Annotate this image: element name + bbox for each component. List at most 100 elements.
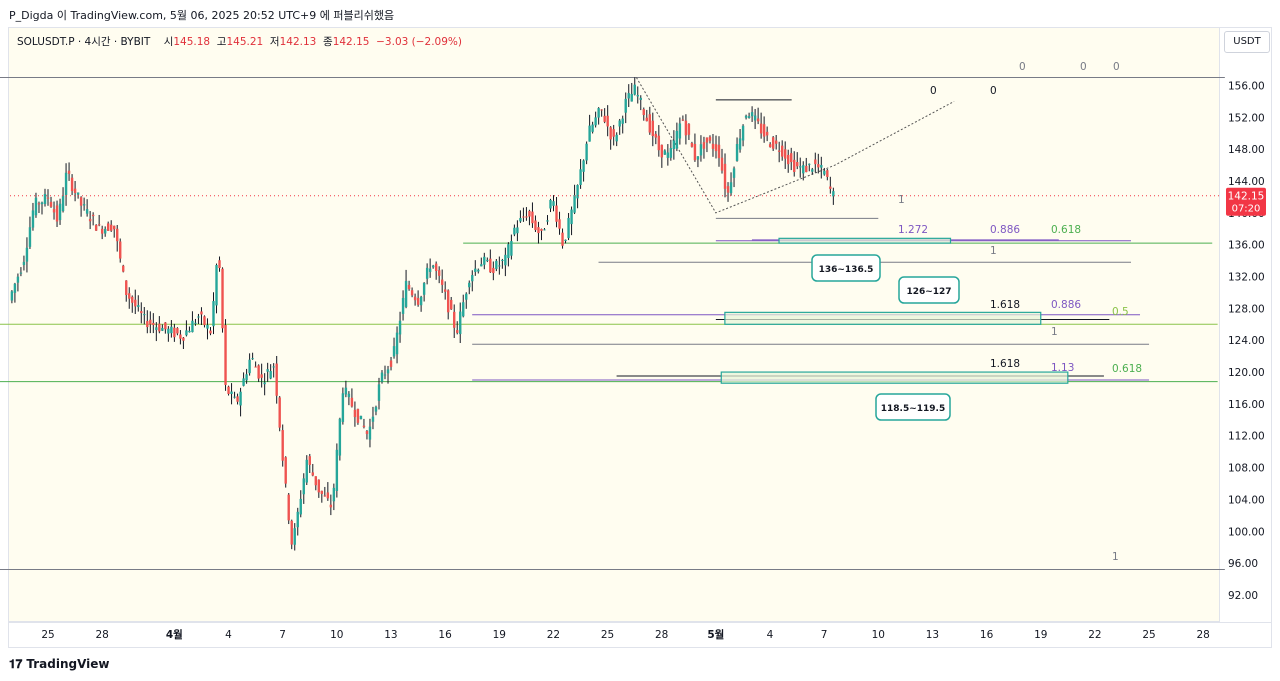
candle-body — [437, 270, 441, 276]
candle-body — [137, 305, 140, 307]
candle-body — [254, 366, 257, 368]
candle-body — [585, 143, 588, 161]
candle-body — [486, 259, 489, 261]
candle-body — [164, 322, 167, 330]
fib-level-label: 0.886 — [1051, 299, 1081, 311]
candle-body — [456, 330, 459, 333]
candle-body — [353, 409, 357, 418]
candle-body — [570, 209, 573, 225]
candle-body — [43, 194, 47, 204]
candle-body — [218, 260, 221, 269]
candle-body — [630, 93, 633, 102]
candle-body — [636, 95, 639, 97]
candle-body — [209, 330, 212, 334]
candle-body — [203, 316, 206, 326]
x-tick-label: 4월 — [166, 628, 183, 641]
candle-body — [440, 279, 444, 285]
fib-level-label: 1 — [898, 194, 905, 206]
candle-body — [356, 408, 360, 423]
candle-body — [459, 311, 462, 335]
candle-body — [510, 241, 513, 256]
candle-body — [79, 197, 83, 206]
current-price-tag — [1226, 187, 1266, 216]
target-zone-box — [724, 311, 1042, 325]
candle-body — [299, 498, 302, 515]
y-tick-label: 144.00 — [1228, 176, 1265, 188]
candle-body — [817, 164, 820, 168]
target-zone-callout — [875, 393, 951, 421]
candle-body — [365, 431, 369, 434]
target-zone-box — [720, 371, 1069, 384]
candle-body — [573, 194, 576, 213]
y-tick-label: 116.00 — [1228, 399, 1265, 411]
candle-body — [546, 220, 549, 222]
candle-body — [663, 150, 667, 155]
y-tick-label: 128.00 — [1228, 303, 1265, 315]
candle-body — [263, 382, 266, 385]
candle-body — [799, 166, 802, 168]
candle-body — [660, 144, 664, 158]
candle-body — [826, 170, 829, 177]
candle-body — [744, 115, 748, 118]
candle-body — [374, 407, 378, 412]
candle-body — [10, 291, 14, 301]
candle-body — [771, 137, 775, 149]
fib-level-label: 1.13 — [1051, 362, 1074, 374]
candle-body — [808, 163, 811, 165]
candle-body — [696, 156, 700, 160]
candle-body — [624, 98, 627, 113]
candle-body — [320, 490, 324, 494]
candle-body — [699, 144, 703, 156]
candle-body — [34, 197, 38, 216]
candle-body — [158, 323, 161, 332]
candle-body — [371, 416, 375, 422]
candle-body — [25, 247, 29, 262]
time-axis[interactable] — [8, 622, 1272, 648]
candle-body — [185, 330, 188, 336]
candle-body — [513, 227, 516, 235]
candle-body — [597, 108, 600, 118]
publish-header: P_Digda 이 TradingView.com, 5월 06, 2025 2… — [9, 9, 395, 22]
candle-body — [275, 363, 278, 396]
candle-body — [428, 268, 432, 272]
candle-body — [756, 118, 760, 122]
x-tick-label: 4 — [225, 629, 232, 641]
candle-body — [311, 472, 314, 476]
candle-body — [525, 216, 528, 218]
candle-body — [534, 220, 537, 231]
candle-body — [269, 371, 272, 379]
candle-body — [777, 150, 781, 152]
candle-body — [462, 302, 465, 317]
fib-level-label: 0 — [930, 85, 937, 97]
candle-body — [762, 124, 766, 137]
candle-body — [531, 211, 534, 224]
candle-body — [401, 297, 405, 314]
candle-body — [705, 137, 709, 143]
candle-body — [332, 487, 336, 502]
candle-body — [829, 186, 832, 189]
candle-body — [774, 140, 778, 144]
candle-body — [446, 290, 450, 313]
candle-body — [434, 263, 438, 271]
target-zone-box — [778, 237, 952, 244]
candle-body — [684, 120, 688, 136]
candle-body — [389, 360, 393, 367]
candle-body — [498, 265, 501, 267]
candle-body — [552, 201, 555, 206]
candle-body — [85, 209, 89, 214]
candle-body — [543, 229, 546, 231]
price-axis[interactable] — [1220, 27, 1272, 622]
footer-brand[interactable]: 𝟏𝟕 TradingView — [9, 657, 110, 672]
x-tick-label: 28 — [1197, 629, 1210, 641]
candle-body — [627, 93, 630, 99]
currency-unit-button[interactable]: USDT — [1224, 31, 1270, 53]
candle-body — [480, 264, 483, 267]
candle-body — [22, 261, 26, 266]
candle-body — [591, 124, 594, 132]
symbol-info[interactable]: SOLUSDT.P · 4시간 · BYBIT — [17, 36, 151, 48]
candle-body — [344, 387, 348, 395]
candle-body — [618, 120, 621, 127]
candle-body — [687, 123, 691, 135]
candle-body — [666, 152, 670, 158]
candle-body — [465, 293, 468, 300]
